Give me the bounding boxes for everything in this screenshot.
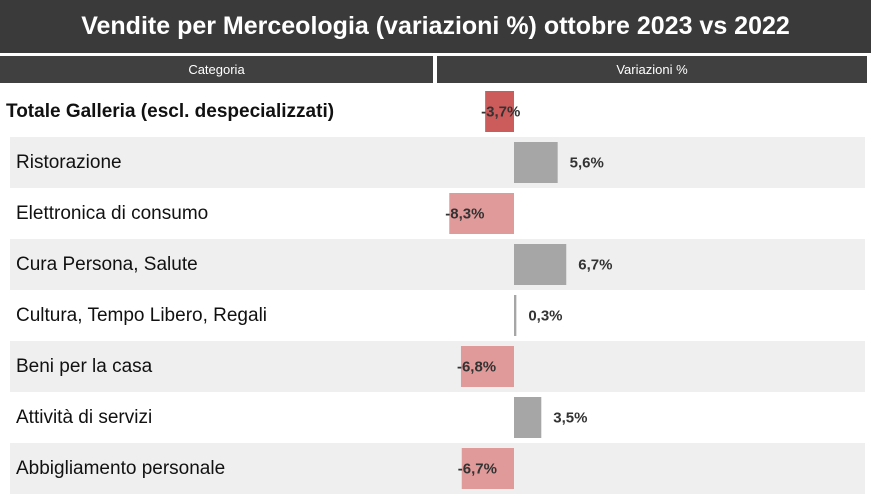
- value-label: 3,5%: [553, 410, 587, 427]
- category-row: Elettronica di consumo: [0, 188, 871, 239]
- column-header-category: Categoria: [0, 56, 433, 83]
- variation-bar: [449, 193, 514, 234]
- column-header-variation: Variazioni %: [437, 56, 867, 83]
- category-row: Cultura, Tempo Libero, Regali: [0, 290, 871, 341]
- category-label: Cura Persona, Salute: [16, 253, 198, 275]
- row-background: [10, 137, 865, 188]
- variation-bar-chart: -3,7% 5,6% -8,3% 6,7% 0,3% -6,8% 3,5% -6,7%: [445, 91, 612, 489]
- variation-bar: [514, 244, 567, 285]
- variation-bar: [514, 142, 558, 183]
- chart-title: Vendite per Merceologia (variazioni %) o…: [0, 0, 871, 53]
- value-label: -6,7%: [458, 461, 497, 478]
- value-label: 5,6%: [570, 155, 604, 172]
- value-label: -6,8%: [457, 359, 496, 376]
- category-label: Totale Galleria (escl. despecializzati): [6, 100, 335, 122]
- category-row: Attività di servizi: [0, 392, 871, 443]
- category-row: Beni per la casa: [0, 341, 871, 392]
- category-label: Ristorazione: [16, 151, 122, 173]
- category-row: Cura Persona, Salute: [0, 239, 871, 290]
- category-label: Attività di servizi: [16, 406, 153, 428]
- category-label: Elettronica di consumo: [16, 202, 209, 224]
- value-label: -8,3%: [445, 206, 484, 223]
- category-label: Cultura, Tempo Libero, Regali: [16, 304, 268, 326]
- row-background: [10, 443, 865, 494]
- variation-bar: [485, 91, 514, 132]
- total-row: Totale Galleria (escl. despecializzati): [0, 86, 871, 137]
- row-background: [10, 239, 865, 290]
- value-label: 0,3%: [528, 308, 562, 325]
- variation-bar: [514, 397, 542, 438]
- category-row: Abbigliamento personale: [0, 443, 871, 494]
- variation-bar: [461, 448, 514, 489]
- value-label: -3,7%: [481, 104, 520, 121]
- variation-bar: [460, 346, 514, 387]
- category-row: Ristorazione: [0, 137, 871, 188]
- row-background: [10, 341, 865, 392]
- category-label: Abbigliamento personale: [16, 457, 226, 479]
- variation-bar: [514, 295, 517, 336]
- value-label: 6,7%: [578, 257, 612, 274]
- category-label: Beni per la casa: [16, 355, 153, 377]
